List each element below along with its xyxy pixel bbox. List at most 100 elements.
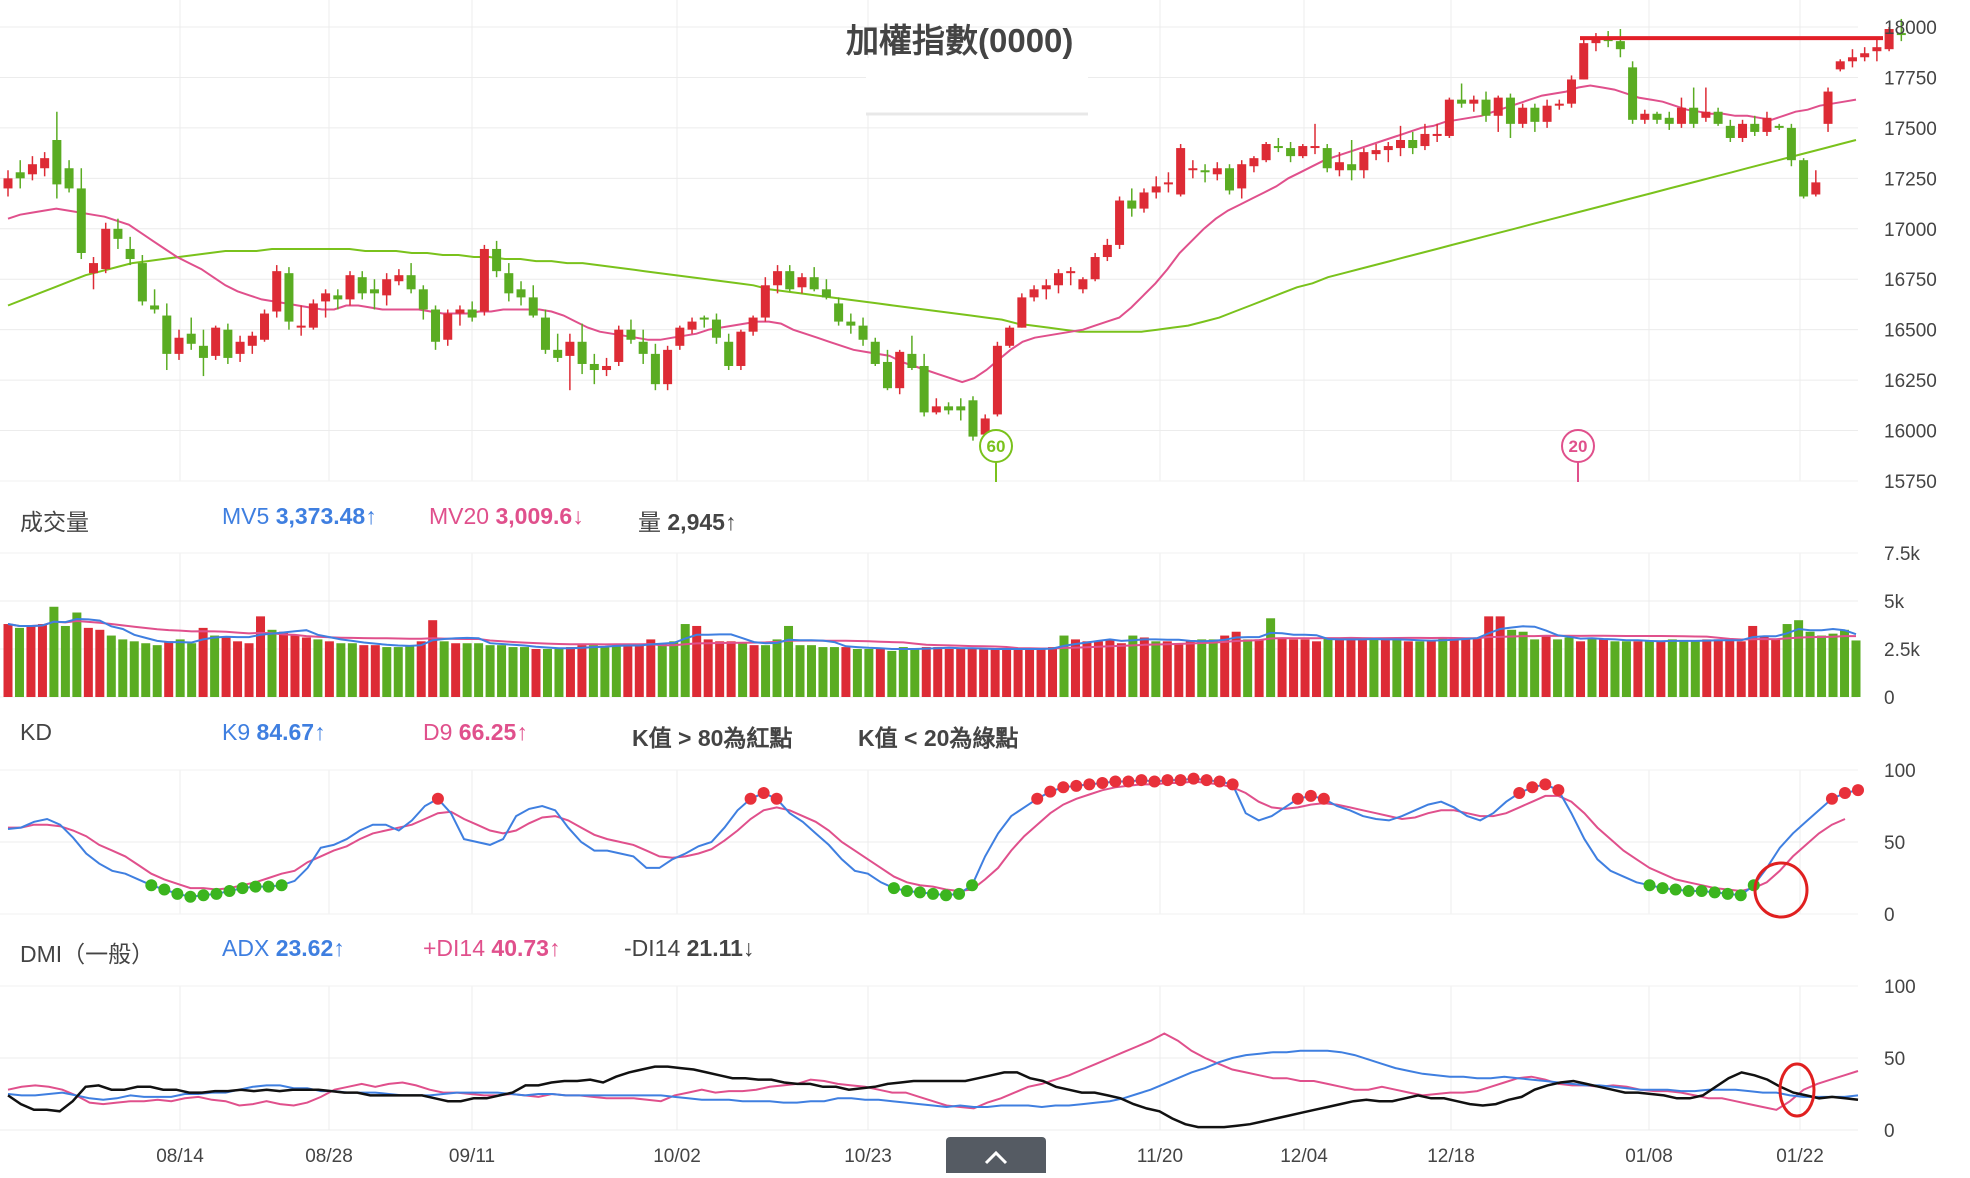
volume-mv5-line [7, 617, 1857, 650]
kd-oversold-dot [1669, 883, 1682, 896]
volume-bar [979, 649, 989, 697]
volume-bar [1426, 641, 1436, 697]
volume-bar [175, 639, 185, 697]
kd-tick-label: 0 [1884, 905, 1895, 926]
candle-body [1444, 99, 1454, 136]
candle-body [846, 321, 856, 326]
candle-body [467, 309, 477, 318]
volume-bar [129, 641, 139, 697]
candle-body [223, 329, 233, 358]
volume-bar [1312, 641, 1322, 697]
kd-oversold-dot [210, 887, 223, 900]
kd-series [7, 772, 1864, 919]
candle-body [125, 248, 135, 260]
candle-body [1542, 105, 1552, 122]
candle-body [1102, 244, 1112, 258]
volume-bar [1369, 639, 1379, 697]
candle-body [1811, 182, 1821, 195]
d-value: 66.25↑ [458, 719, 528, 745]
volume-bar [462, 643, 472, 697]
kd-overbought-dot [1317, 792, 1330, 805]
volume-bar [634, 645, 644, 697]
candle-body [198, 345, 208, 358]
volume-bar [1610, 641, 1620, 697]
candle-body [1469, 99, 1479, 104]
candle-body [504, 273, 514, 294]
volume-bar [1346, 639, 1356, 697]
candle-body [1396, 139, 1406, 149]
candle-body [1640, 113, 1650, 120]
volume-bar [1633, 641, 1643, 697]
candle-body [418, 289, 428, 310]
title-backdrop [866, 58, 1088, 113]
kd-oversold-dot [275, 879, 288, 892]
volume-bar [1139, 637, 1149, 697]
candle-body [174, 337, 184, 354]
candle-body [1151, 186, 1161, 193]
volume-bar [565, 647, 575, 697]
candle-body [687, 321, 697, 330]
volume-bar [738, 643, 748, 697]
price-tick-label: 16000 [1884, 422, 1937, 443]
kd-overbought-dot [1213, 775, 1226, 788]
price-tick-label: 17750 [1884, 68, 1937, 89]
kd-overbought-dot [1291, 792, 1304, 805]
candle-body [1786, 127, 1796, 161]
volume-bar [1851, 640, 1861, 697]
kd-oversold-dot [953, 887, 966, 900]
candle-body [1432, 133, 1442, 136]
volume-bar [1736, 641, 1746, 697]
volume-bar [520, 647, 530, 697]
volume-bar [37, 624, 47, 697]
kd-overbought-dot [1083, 778, 1096, 791]
volume-series [3, 606, 1861, 697]
candle-body [1005, 327, 1015, 346]
kd-oversold-dot [1695, 884, 1708, 897]
volume-bar [623, 645, 633, 697]
candle-body [748, 317, 758, 332]
mdi-value: 21.11↓ [686, 935, 755, 961]
kd-panel-label: KD [20, 719, 52, 745]
volume-bar [1748, 625, 1758, 697]
candle-body [272, 271, 282, 312]
volume-bar [508, 647, 518, 697]
candle-body [858, 325, 868, 340]
candle-body [944, 406, 954, 411]
kd-overbought-dot [1852, 784, 1864, 797]
volume-bar [841, 647, 851, 697]
kd-oversold-dot [940, 889, 953, 902]
volume-bar [703, 639, 713, 697]
chevron-up-icon [984, 1150, 1008, 1165]
volume-bar [1266, 618, 1276, 697]
candle-body [1505, 97, 1515, 124]
kd-overbought-dot [1187, 772, 1200, 785]
candle-body [638, 341, 648, 354]
volume-bar [715, 641, 725, 697]
chart-overlays: 60 20 [866, 36, 1883, 482]
ma60-line [7, 139, 1857, 333]
volume-bar [244, 643, 254, 697]
volume-bar [26, 625, 36, 697]
volume-tick-label: 5k [1884, 592, 1905, 613]
volume-bar [646, 639, 656, 697]
candle-body [284, 273, 294, 322]
volume-bar [1070, 639, 1080, 697]
volume-bar [336, 643, 346, 697]
kd-overbought-dot [1096, 776, 1109, 789]
volume-bar [772, 639, 782, 697]
candle-body [1298, 146, 1308, 157]
volume-bar [1576, 641, 1586, 697]
d-label: D9 [423, 719, 453, 745]
candle-body [711, 319, 721, 338]
volume-bar [198, 627, 208, 697]
collapse-toggle-button[interactable] [946, 1137, 1046, 1173]
dmi-adx-readout: ADX 23.62↑ [222, 935, 345, 962]
volume-bar [1048, 647, 1058, 697]
candle-body [809, 277, 819, 290]
dmi-mdi-line [7, 1065, 1859, 1129]
volume-bar [347, 643, 357, 697]
candle-body [1127, 200, 1137, 209]
candle-body [1176, 148, 1186, 195]
candle-body [1371, 150, 1381, 155]
volume-bar [990, 649, 1000, 697]
